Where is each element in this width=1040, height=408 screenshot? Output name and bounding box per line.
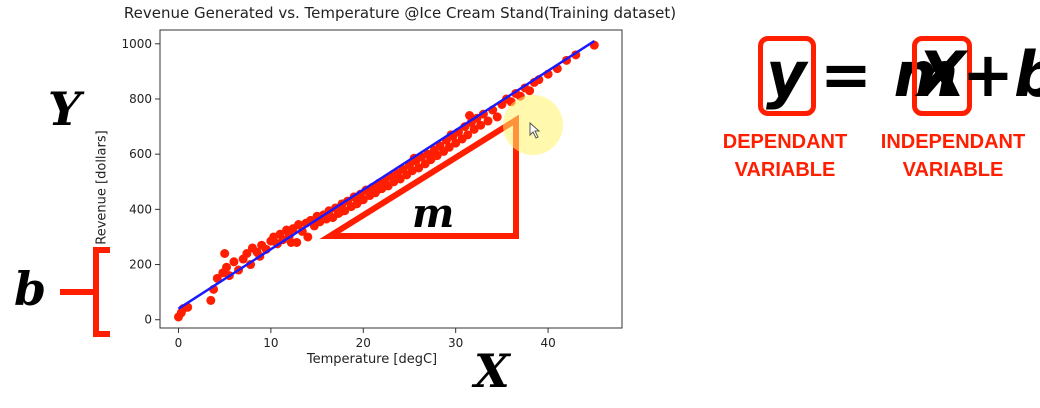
data-point (335, 207, 345, 217)
equation-plus-b: +b (962, 38, 1040, 111)
data-point (206, 295, 216, 305)
regression-line (177, 39, 595, 310)
y-tick-label: 1000 (121, 37, 152, 51)
data-point (476, 120, 486, 130)
data-point (451, 138, 461, 148)
data-point (463, 130, 473, 140)
data-point (525, 86, 535, 96)
data-point (391, 174, 401, 184)
data-point (303, 232, 313, 242)
y-ticks: 0 200 400 600 800 1000 (121, 37, 160, 327)
data-point (294, 220, 304, 230)
y-tick-label: 600 (129, 147, 152, 161)
y-axis-letter: Y (48, 82, 81, 136)
data-point (492, 112, 502, 122)
y-tick-label: 200 (129, 258, 152, 272)
x-tick-label: 40 (540, 336, 555, 350)
y-tick-label: 800 (129, 92, 152, 106)
data-point (242, 249, 252, 258)
data-point (229, 257, 239, 267)
dependent-line2: VARIABLE (734, 159, 836, 181)
x-ticks: 0 10 20 30 40 (175, 328, 556, 350)
data-point (444, 142, 454, 152)
y-highlight-box (758, 36, 816, 116)
slope-letter: m (412, 190, 455, 237)
cursor-pointer-icon (529, 121, 541, 139)
data-point (354, 196, 364, 206)
equation-equals-m: = m (820, 38, 959, 111)
plot-frame (159, 29, 623, 329)
x-tick-label: 30 (448, 336, 463, 350)
y-tick-label: 0 (144, 313, 152, 327)
data-point (483, 116, 493, 126)
slope-triangle (319, 114, 519, 239)
dependent-variable-label: DEPENDANT VARIABLE (690, 128, 880, 184)
y-axis-label: Revenue [dollars] (94, 130, 110, 245)
data-point (222, 262, 232, 272)
y-tick-label: 400 (129, 202, 152, 216)
data-point (212, 273, 222, 283)
intercept-bracket (60, 247, 110, 337)
intercept-letter: b (14, 262, 47, 316)
x-axis-letter: X (474, 344, 510, 398)
dependent-line1: DEPENDANT (722, 131, 848, 153)
data-point (414, 163, 424, 173)
x-highlight-box (912, 36, 972, 116)
data-point (372, 185, 382, 195)
data-point (220, 249, 230, 258)
independent-line1: INDEPENDANT (880, 131, 1026, 153)
data-points (173, 40, 599, 322)
independent-variable-label: INDEPENDANT VARIABLE (858, 128, 1040, 184)
chart-title: Revenue Generated vs. Temperature @Ice C… (123, 4, 677, 22)
independent-line2: VARIABLE (902, 159, 1004, 181)
x-tick-label: 10 (263, 336, 278, 350)
x-tick-label: 20 (356, 336, 371, 350)
x-axis-label: Temperature [degC] (306, 352, 438, 367)
data-point (428, 152, 438, 162)
data-point (469, 124, 479, 134)
equation-y: y (766, 38, 807, 111)
equation-x: X (918, 38, 966, 111)
data-point (465, 111, 475, 121)
data-point (286, 237, 296, 247)
x-tick-label: 0 (175, 336, 183, 350)
